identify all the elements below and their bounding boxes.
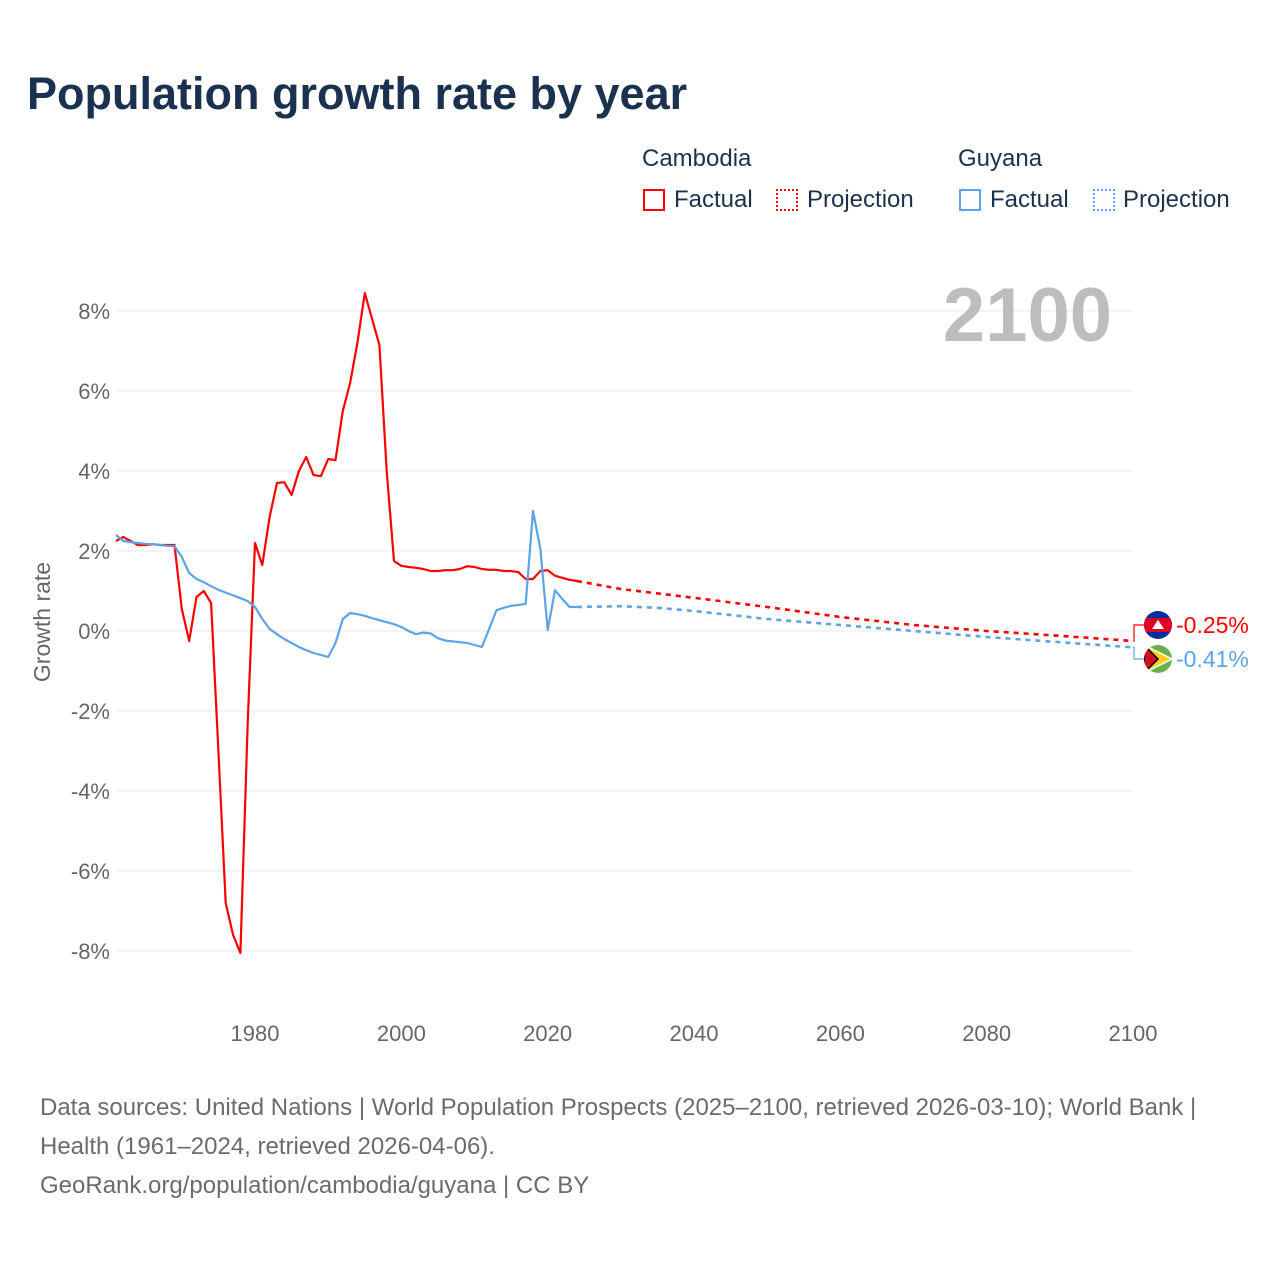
legend-group-guyana: Guyana <box>958 145 1043 172</box>
end-connector-cambodia <box>1133 624 1145 642</box>
series-line-guyana-projection <box>576 604 1134 649</box>
series-line-guyana-factual <box>115 509 577 659</box>
x-tick-label: 2080 <box>962 1021 1011 1046</box>
flag-red <box>1144 645 1160 673</box>
y-tick-label: 2% <box>78 539 110 564</box>
y-tick-label: -6% <box>71 859 110 884</box>
x-tick-label: 2020 <box>523 1021 572 1046</box>
flag-body <box>1144 611 1172 639</box>
cambodia-flag-icon <box>1144 611 1172 639</box>
legend-swatch-cambodia-projection <box>776 189 798 211</box>
y-tick-label: 8% <box>78 299 110 324</box>
x-tick-label: 2100 <box>1109 1021 1158 1046</box>
y-tick-label: -4% <box>71 779 110 804</box>
flag-temple <box>1152 620 1164 629</box>
legend-swatch-cambodia-factual <box>643 189 665 211</box>
y-tick-label: 0% <box>78 619 110 644</box>
chart-title: Population growth rate by year <box>27 68 688 119</box>
end-value-label-guyana: -0.41% <box>1176 646 1249 672</box>
source-link[interactable]: GeoRank.org/population/cambodia/guyana |… <box>40 1172 590 1199</box>
flag-body <box>1144 645 1172 673</box>
data-sources: Data sources: United Nations | World Pop… <box>40 1094 1197 1160</box>
legend-label-guyana-projection[interactable]: Projection <box>1123 186 1230 213</box>
legend-label-cambodia-projection[interactable]: Projection <box>807 186 914 213</box>
y-tick-label: 4% <box>78 459 110 484</box>
y-tick-label: 6% <box>78 379 110 404</box>
end-value-label-cambodia: -0.25% <box>1176 612 1249 638</box>
legend-label-guyana-factual[interactable]: Factual <box>990 186 1069 213</box>
y-tick-label: -2% <box>71 699 110 724</box>
series-line-cambodia-factual <box>115 291 578 955</box>
x-tick-label: 2060 <box>816 1021 865 1046</box>
y-axis-label: Growth rate <box>29 562 55 682</box>
legend-label-cambodia-factual[interactable]: Factual <box>674 186 753 213</box>
series-line-cambodia-projection <box>576 579 1134 643</box>
guyana-flag-icon <box>1144 645 1172 673</box>
legend-group-cambodia: Cambodia <box>642 145 752 172</box>
current-year-indicator: 2100 <box>942 273 1112 358</box>
y-tick-label: -8% <box>71 939 110 964</box>
end-connector-guyana <box>1133 646 1145 660</box>
legend-swatch-guyana-projection <box>1093 189 1115 211</box>
x-tick-label: 1980 <box>231 1021 280 1046</box>
x-tick-label: 2040 <box>670 1021 719 1046</box>
x-tick-label: 2000 <box>377 1021 426 1046</box>
legend-swatch-guyana-factual <box>959 189 981 211</box>
footer: Data sources: United Nations | World Pop… <box>40 1088 1240 1205</box>
